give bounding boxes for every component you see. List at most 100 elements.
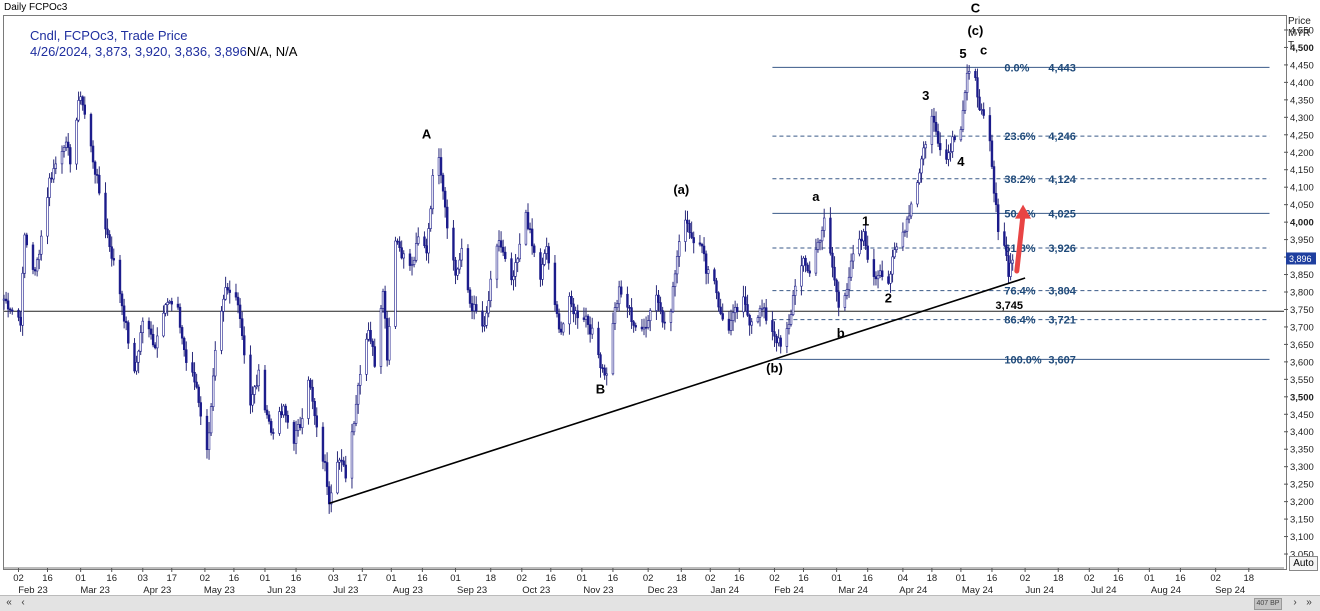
scroll-start-button[interactable]: « (6, 597, 12, 608)
candle-body (504, 251, 507, 259)
candle-body (673, 273, 677, 287)
candle-body (568, 296, 571, 325)
candle-body (833, 266, 836, 281)
candle-body (994, 192, 998, 205)
candle-body (301, 418, 304, 429)
candle-body (692, 237, 695, 244)
wave-label: 5 (959, 46, 966, 61)
candle-body (483, 325, 486, 327)
candle-body (336, 461, 339, 494)
candle-body (209, 406, 213, 434)
candle-body (1003, 231, 1006, 246)
candle-body (930, 115, 934, 145)
candle-body (93, 161, 97, 175)
x-tick-label: 16 (1175, 573, 1186, 584)
candle-body (458, 259, 461, 270)
candle-body (630, 307, 633, 322)
y-tick-label: 3,350 (1290, 445, 1314, 456)
candle-body (359, 374, 362, 386)
fib-value-label: 4,124 (1048, 174, 1076, 186)
candle-body (530, 228, 534, 247)
scroll-next-button[interactable]: › (1293, 597, 1297, 608)
candle-body (23, 234, 26, 274)
candle-body (603, 367, 606, 376)
candle-body (909, 203, 913, 217)
y-tick-label: 4,100 (1290, 183, 1314, 194)
scrollbar-thumb[interactable]: 407 BP (1254, 598, 1282, 610)
y-tick-label: 4,400 (1290, 78, 1314, 89)
candle-body (238, 304, 242, 319)
x-tick-label: 18 (927, 573, 938, 584)
candle-body (369, 330, 372, 342)
candle-body (125, 320, 128, 323)
candle-body (1007, 255, 1010, 277)
candle-body (702, 245, 706, 255)
candle-body (744, 296, 747, 305)
auto-scale-button[interactable]: Auto (1289, 556, 1318, 571)
fib-percent-label: 86.4% (1004, 315, 1035, 327)
x-tick-label: 04 (898, 573, 909, 584)
x-month-label: Mar 24 (838, 585, 868, 595)
candle-body (893, 249, 896, 258)
x-month-label: Jan 24 (711, 585, 740, 595)
candle-body (974, 71, 977, 78)
uptrend-line (328, 277, 1026, 505)
candle-body (211, 375, 215, 407)
candle-body (373, 346, 376, 367)
candle-body (412, 259, 416, 265)
candle-body (151, 334, 155, 346)
candle-body (456, 268, 459, 276)
candle-body (947, 152, 950, 160)
candle-body (81, 96, 84, 106)
candle-body (698, 242, 702, 245)
candle-body (249, 354, 252, 406)
candle-body (470, 303, 474, 312)
candle-body (789, 314, 793, 325)
candle-body (829, 217, 832, 254)
candle-body (147, 320, 151, 330)
candle-body (646, 320, 650, 328)
candle-body (164, 304, 167, 314)
y-tick-label: 4,150 (1290, 165, 1314, 176)
candle-body (83, 104, 86, 115)
horizontal-scrollbar[interactable]: « ‹ 407 BP › » (0, 595, 1320, 611)
x-month-label: Apr 23 (143, 585, 171, 595)
candle-body (771, 320, 774, 333)
x-tick-label: 02 (769, 573, 780, 584)
x-month-label: Apr 24 (899, 585, 927, 595)
x-month-label: Dec 23 (648, 585, 678, 595)
x-month-label: Aug 24 (1151, 585, 1181, 595)
candle-body (62, 147, 66, 152)
x-tick-label: 03 (137, 573, 148, 584)
candle-body (257, 369, 260, 387)
candle-body (760, 308, 764, 310)
x-tick-label: 18 (676, 573, 687, 584)
candle-body (611, 323, 615, 375)
candle-body (733, 307, 737, 314)
candle-body (2, 298, 6, 301)
candle-body (19, 316, 22, 326)
candle-body (775, 335, 778, 344)
candle-body (1009, 262, 1012, 277)
scroll-prev-button[interactable]: ‹ (21, 597, 25, 608)
candle-body (127, 322, 130, 344)
candle-body (553, 262, 557, 305)
candle-body (108, 234, 111, 248)
candle-body (591, 327, 594, 335)
candle-body (675, 256, 679, 275)
candle-body (704, 253, 708, 274)
candle-body (365, 338, 368, 375)
candle-body (634, 325, 637, 328)
last-price-label: 3,896 (1289, 254, 1312, 264)
scroll-end-button[interactable]: » (1306, 597, 1312, 608)
candle-body (385, 318, 389, 361)
wave-label: 2 (885, 290, 892, 305)
candle-body (967, 71, 971, 74)
chart-frame[interactable] (3, 15, 1287, 570)
candle-body (584, 315, 588, 320)
candle-body (307, 379, 310, 419)
price-chart[interactable]: 3,050 3,100 3,150 3,200 3,250 3,300 3,350 3,400… (0, 0, 1320, 595)
x-month-label: Mar 23 (80, 585, 110, 595)
x-tick-label: 16 (291, 573, 302, 584)
x-tick-label: 16 (862, 573, 873, 584)
